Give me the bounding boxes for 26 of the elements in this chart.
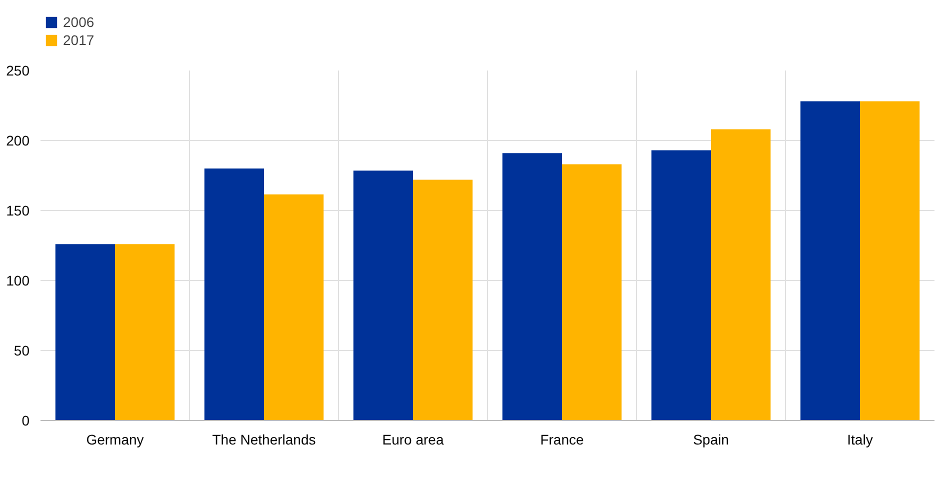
bar: [860, 101, 920, 420]
bar: [115, 244, 175, 420]
legend-label: 2006: [63, 14, 94, 30]
bar: [711, 129, 771, 420]
bar: [264, 194, 324, 420]
legend-label: 2017: [63, 32, 94, 48]
bar: [562, 164, 622, 420]
bar: [413, 180, 473, 420]
y-tick-label: 250: [6, 62, 30, 78]
bar: [204, 168, 264, 420]
x-tick-label: Euro area: [382, 432, 444, 448]
bar: [55, 244, 115, 420]
bar: [502, 153, 562, 420]
bar: [800, 101, 860, 420]
y-tick-label: 150: [6, 202, 30, 218]
x-tick-label: Spain: [693, 432, 729, 448]
x-tick-label: Germany: [86, 432, 144, 448]
x-tick-label: Italy: [847, 432, 873, 448]
bar: [651, 150, 711, 420]
y-tick-label: 50: [14, 342, 30, 358]
x-tick-label: The Netherlands: [212, 432, 316, 448]
y-tick-label: 100: [6, 272, 30, 288]
y-tick-label: 0: [22, 412, 30, 428]
x-tick-label: France: [540, 432, 584, 448]
y-tick-label: 200: [6, 132, 30, 148]
bar: [353, 170, 413, 420]
